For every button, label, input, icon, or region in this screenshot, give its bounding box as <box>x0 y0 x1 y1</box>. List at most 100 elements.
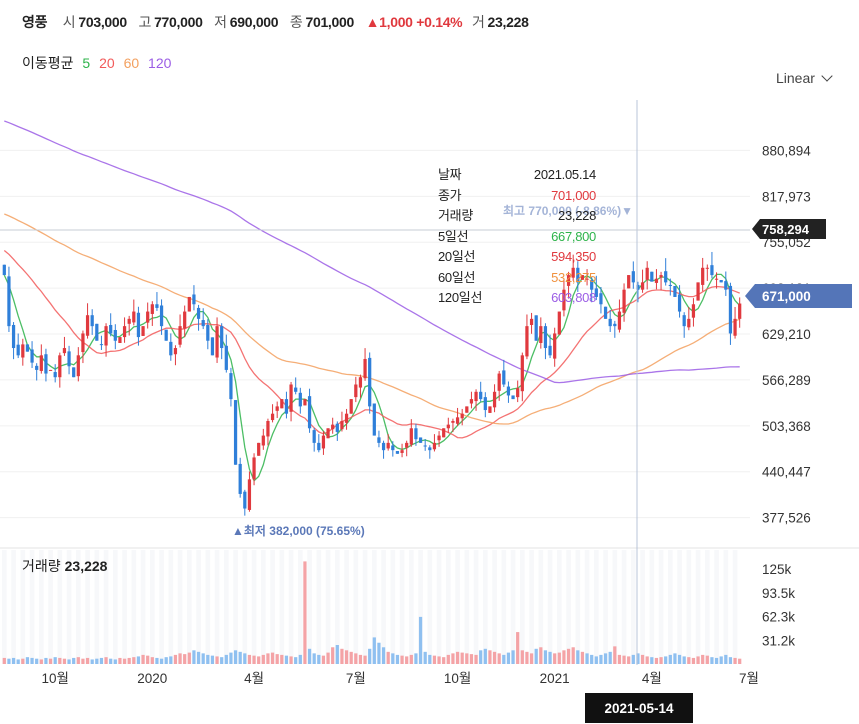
volume-grid-band <box>279 550 285 664</box>
tooltip-row: 60일선 532,275 <box>438 268 596 289</box>
x-tick-label: 7월 <box>739 671 759 686</box>
volume-grid-band <box>686 550 692 664</box>
volume-bar <box>650 657 654 664</box>
candle-body <box>627 275 631 289</box>
candle-body <box>553 333 557 359</box>
volume-bar <box>317 654 321 664</box>
candle-body <box>340 420 344 430</box>
volume-grid-band <box>557 550 562 664</box>
volume-bar <box>566 648 571 664</box>
candle-body <box>363 358 367 379</box>
candle-body <box>178 326 182 345</box>
candle-body <box>210 337 215 356</box>
volume-bar <box>215 656 219 664</box>
candle-body <box>386 442 390 449</box>
tooltip-label: 60일선 <box>438 269 476 285</box>
candle-body <box>705 267 709 269</box>
volume-grid-band <box>233 550 238 664</box>
volume-grid-band <box>575 550 581 664</box>
volume-grid-band <box>325 550 331 664</box>
volume-bar <box>548 651 552 664</box>
candle-body <box>539 326 543 343</box>
volume-grid-band <box>307 550 312 664</box>
tooltip-row: 종가 701,000 <box>438 186 596 207</box>
volume-bar <box>266 653 270 664</box>
candle-body <box>585 278 589 280</box>
candle-body <box>617 311 622 330</box>
candle-body <box>428 447 432 451</box>
volume-bar <box>363 655 367 664</box>
candle-body <box>280 399 284 409</box>
volume-bar <box>243 653 247 664</box>
candle-body <box>39 355 43 371</box>
candle-body <box>261 435 265 446</box>
tooltip-row: 날짜 2021.05.14 <box>438 165 596 186</box>
volume-grid-band <box>381 550 386 664</box>
volume-bar <box>136 656 141 664</box>
volume-grid-band <box>270 550 275 664</box>
volume-bar <box>141 654 145 664</box>
volume-bar <box>238 651 242 664</box>
volume-bar <box>381 647 386 664</box>
cursor-date-value: 2021-05-14 <box>604 701 674 716</box>
volume-bar <box>418 616 423 664</box>
ma-legend-20[interactable]: 20 <box>99 55 115 71</box>
volume-bar <box>428 654 432 664</box>
change-value: ▲1,000 +0.14% <box>365 14 463 30</box>
volume-grid-band <box>390 550 396 664</box>
volume-grid-band <box>335 550 340 664</box>
candle-body <box>719 280 723 283</box>
volume-grid-band <box>205 550 211 664</box>
candle-body <box>247 479 252 510</box>
volume-bar <box>664 656 668 664</box>
candle-body <box>85 315 90 336</box>
ma-legend-5[interactable]: 5 <box>82 55 91 71</box>
volume-grid-band <box>2 550 7 664</box>
volume-grid-band <box>714 550 719 664</box>
volume-grid-band <box>48 550 53 664</box>
candle-body <box>206 324 210 341</box>
tooltip-row: 20일선 594,350 <box>438 247 596 268</box>
volume-grid-band <box>464 550 470 664</box>
volume-bar <box>483 648 487 664</box>
volume-bar <box>400 655 404 664</box>
volume-bar <box>645 656 649 664</box>
scale-dropdown[interactable]: Linear <box>776 70 833 86</box>
volume-bar <box>284 655 289 664</box>
candle-body <box>381 442 386 451</box>
volume-bar <box>687 657 691 664</box>
candle-body <box>173 348 178 355</box>
volume-bar <box>76 657 80 664</box>
volume-bar <box>659 657 663 664</box>
candle-body <box>516 388 520 398</box>
current-price-value: 671,000 <box>762 289 811 304</box>
candle-body <box>25 344 30 352</box>
volume-bar <box>2 657 6 664</box>
volume-grid-band <box>594 550 599 664</box>
candle-body <box>122 326 127 338</box>
candle-body <box>557 311 561 335</box>
volume-bar <box>673 653 677 664</box>
candle-body <box>127 318 131 324</box>
volume-bar <box>307 648 312 664</box>
volume-bar <box>474 654 478 664</box>
volume-grid-band <box>187 550 192 664</box>
candle-body <box>192 294 196 305</box>
candle-body <box>423 445 427 447</box>
volume-grid-band <box>94 550 100 664</box>
volume-grid-band <box>76 550 81 664</box>
volume-grid-band <box>242 550 248 664</box>
volume-bar <box>455 651 460 664</box>
cursor-date-tag: 2021-05-14 <box>585 693 693 723</box>
volume-bar <box>594 656 598 664</box>
ma-legend-60[interactable]: 60 <box>123 55 140 71</box>
volume-grid-band <box>492 550 497 664</box>
candle-body <box>502 370 506 385</box>
ma-legend-120[interactable]: 120 <box>148 55 172 71</box>
price-tick-label: 629,210 <box>762 327 811 342</box>
candle-body <box>109 324 113 334</box>
candle-body <box>664 271 668 283</box>
price-tick-label: 503,368 <box>762 419 811 434</box>
candle-body <box>99 344 104 346</box>
